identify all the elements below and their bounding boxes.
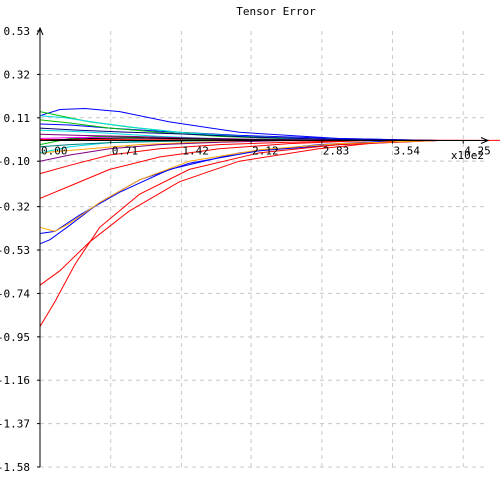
x-tick-label: 1.42 (182, 145, 209, 158)
series-line-0 (39, 107, 439, 141)
y-tick-label: -1.37 (0, 418, 30, 431)
series-line-5 (39, 140, 399, 286)
y-tick-label: -0.10 (0, 155, 30, 168)
y-tick-label: -1.16 (0, 374, 30, 387)
y-tick-label: 0.11 (4, 112, 31, 125)
chart-title: Tensor Error (236, 5, 316, 18)
x-tick-label: 0.71 (112, 145, 139, 158)
x-tick-label: 0.00 (41, 145, 68, 158)
y-tick-label: -0.95 (0, 331, 30, 344)
y-tick-label: -0.32 (0, 201, 30, 214)
y-tick-label: -0.53 (0, 244, 30, 257)
x-axis-arrow-icon (480, 137, 490, 144)
y-tick-labels: 0.53 0.32 0.11 -0.10 -0.32 -0.53 -0.74 -0.95 -1.… (0, 25, 30, 474)
series-line-2 (39, 140, 439, 245)
x-multiplier-label: x10e2 (451, 149, 484, 162)
series-line-1 (39, 123, 439, 141)
x-tick-labels: 0.000.711.422.122.833.544.254.965.666.37 (41, 145, 491, 158)
series-line-21 (39, 127, 439, 141)
series-layer (39, 107, 500, 327)
series-line-6 (39, 140, 369, 199)
series-line-18 (39, 140, 289, 162)
grid (40, 31, 488, 468)
x-tick-label: 4.25 (464, 145, 491, 158)
y-tick-label: 0.32 (4, 68, 31, 81)
x-tick-label: 2.83 (323, 145, 350, 158)
axes (36, 26, 490, 468)
series-line-4 (39, 140, 439, 327)
y-tick-label: -1.58 (0, 461, 30, 474)
y-tick-label: -0.74 (0, 287, 30, 300)
series-line-7 (39, 140, 369, 175)
x-tick-label: 3.54 (394, 145, 421, 158)
series-line-20 (39, 137, 339, 141)
y-tick-label: 0.53 (4, 25, 31, 38)
y-axis-arrow-icon (36, 26, 44, 36)
series-line-9 (39, 140, 439, 232)
x-tick-label: 2.12 (252, 145, 279, 158)
